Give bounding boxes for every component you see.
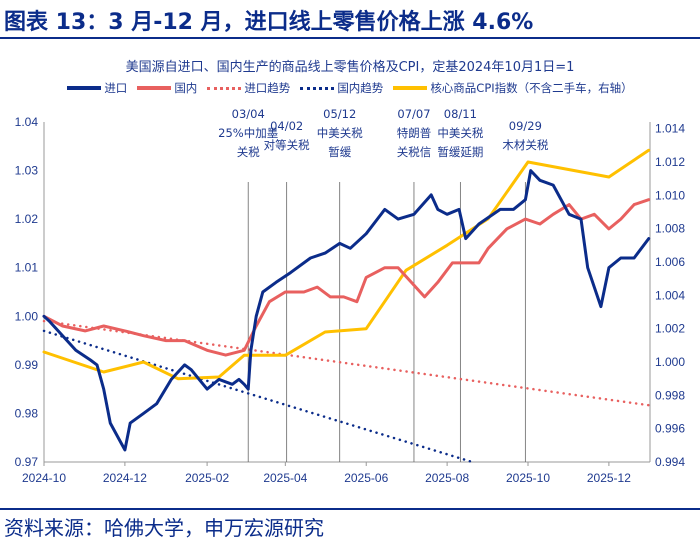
y-tick-right: 1.008	[655, 222, 685, 236]
legend-item: 进口趋势	[207, 80, 290, 96]
y-tick-left: 1.02	[15, 212, 39, 226]
title-divider	[0, 37, 700, 39]
event-label: 暂缓延期	[437, 145, 483, 159]
y-tick-left: 0.98	[15, 406, 39, 420]
legend-label: 核心商品CPI指数（不含二手车，右轴）	[430, 81, 633, 95]
y-tick-right: 1.006	[655, 255, 685, 269]
x-tick-label: 2025-08	[425, 471, 469, 485]
legend-label: 国内趋势	[337, 81, 384, 95]
event-label: 03/04	[232, 107, 265, 121]
figure-title: 图表 13：3 月-12 月，进口线上零售价格上涨 4.6%	[4, 10, 534, 35]
source-note: 资料来源：哈佛大学，申万宏源研究	[4, 516, 324, 540]
x-tick-label: 2025-02	[185, 471, 229, 485]
x-tick-label: 2025-04	[263, 471, 307, 485]
y-tick-right: 1.010	[655, 188, 685, 202]
x-tick-label: 2025-10	[506, 471, 550, 485]
legend-item: 核心商品CPI指数（不含二手车，右轴）	[393, 80, 633, 96]
y-tick-right: 1.014	[655, 122, 685, 136]
legend-item: 国内趋势	[300, 80, 383, 96]
x-tick-label: 2024-12	[103, 471, 147, 485]
y-tick-left: 1.03	[15, 164, 39, 178]
legend-label: 进口趋势	[244, 81, 291, 95]
event-label: 对等关税	[264, 138, 310, 152]
y-tick-right: 1.004	[655, 288, 685, 302]
y-tick-left: 0.99	[15, 358, 39, 372]
event-label: 特朗普	[397, 126, 432, 140]
event-label: 暂缓	[328, 145, 351, 159]
x-tick-label: 2025-12	[587, 471, 631, 485]
y-tick-right: 1.002	[655, 322, 685, 336]
event-label: 05/12	[323, 107, 356, 121]
legend-swatch	[207, 86, 242, 90]
footer-divider	[0, 508, 700, 510]
x-tick-label: 2025-06	[344, 471, 388, 485]
legend-swatch	[137, 86, 172, 90]
event-label: 关税	[237, 145, 260, 159]
y-tick-left: 1.01	[15, 261, 39, 275]
legend-item: 进口	[67, 80, 127, 96]
series-line	[42, 329, 474, 464]
series-line	[42, 148, 651, 381]
legend-label: 国内	[174, 81, 198, 95]
y-tick-left: 0.97	[15, 455, 39, 469]
legend-swatch	[300, 86, 335, 90]
x-tick-label: 2024-10	[22, 471, 66, 485]
series-line	[42, 198, 651, 357]
event-label: 25%中加墨	[218, 126, 278, 140]
y-tick-right: 0.996	[655, 422, 685, 436]
event-label: 04/02	[270, 119, 303, 133]
series-line	[42, 319, 650, 407]
event-label: 09/29	[509, 119, 542, 133]
y-tick-right: 0.994	[655, 455, 685, 469]
legend: 进口 国内 进口趋势 国内趋势 核心商品CPI指数（不含二手车，右轴）	[0, 80, 700, 96]
legend-swatch	[67, 86, 102, 90]
y-tick-right: 1.000	[655, 355, 685, 369]
event-label: 07/07	[397, 107, 430, 121]
event-label: 中美关税	[317, 126, 363, 140]
event-label: 木材关税	[502, 138, 548, 152]
y-tick-left: 1.04	[15, 115, 39, 129]
legend-swatch	[393, 86, 428, 90]
y-tick-right: 0.998	[655, 388, 685, 402]
legend-label: 进口	[104, 81, 128, 95]
chart-title: 美国源自进口、国内生产的商品线上零售价格及CPI，定基2024年10月1日=1	[125, 60, 575, 75]
y-tick-left: 1.00	[15, 309, 39, 323]
series-line	[42, 169, 651, 452]
y-tick-right: 1.012	[655, 155, 685, 169]
event-label: 关税信	[397, 145, 432, 159]
event-label: 08/11	[444, 107, 477, 121]
event-label: 中美关税	[437, 126, 483, 140]
legend-item: 国内	[137, 80, 197, 96]
